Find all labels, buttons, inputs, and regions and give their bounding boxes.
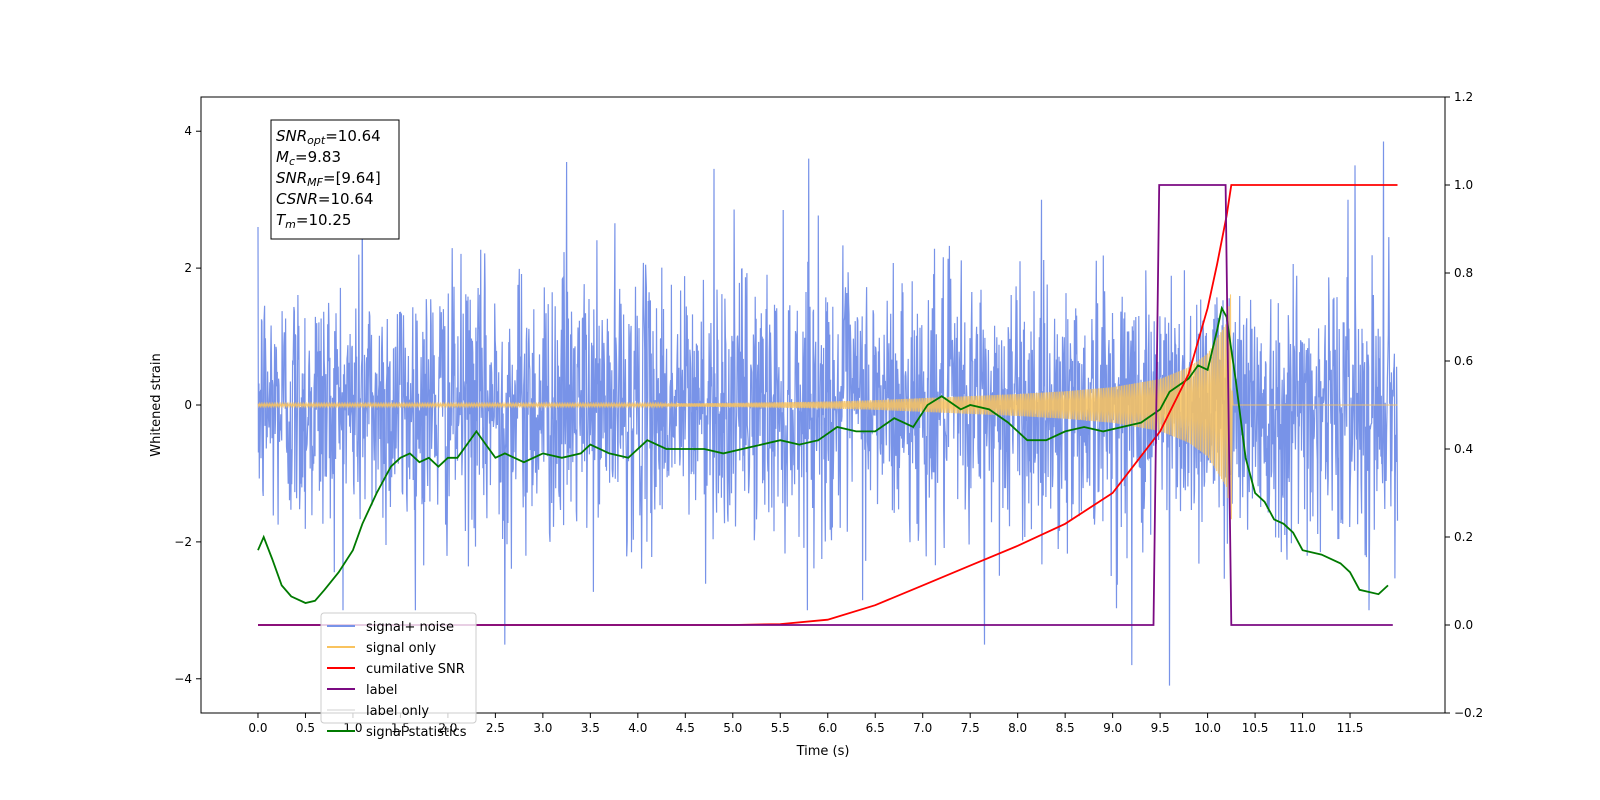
legend-label: signal statistics [366, 725, 467, 740]
x-tick-label: 3.5 [581, 721, 600, 735]
y-tick-label: 0 [184, 398, 192, 412]
x-tick-label: 9.0 [1103, 721, 1122, 735]
annotation-box: SNRopt=10.64Mc=9.83SNRMF=[9.64]CSNR=10.6… [270, 119, 400, 240]
series-label [258, 184, 1393, 626]
y2-tick-label: 0.2 [1454, 530, 1473, 544]
x-tick-label: 11.0 [1289, 721, 1316, 735]
x-tick-label: 7.5 [961, 721, 980, 735]
x-tick-label: 8.5 [1056, 721, 1075, 735]
x-tick-label: 6.0 [818, 721, 837, 735]
y2-tick-label: 1.2 [1454, 90, 1473, 104]
x-axis-label: Time (s) [796, 744, 850, 759]
x-tick-label: 0.0 [248, 721, 267, 735]
x-tick-label: 9.5 [1151, 721, 1170, 735]
x-tick-label: 4.0 [628, 721, 647, 735]
y2-tick-label: −0.2 [1454, 706, 1483, 720]
legend-label: signal+ noise [366, 620, 454, 635]
y-tick-label: −2 [174, 535, 192, 549]
y2-tick-label: 0.8 [1454, 266, 1473, 280]
annotation-line: Mc=9.83 [276, 148, 341, 168]
y2-tick-label: 1.0 [1454, 178, 1473, 192]
x-tick-label: 7.0 [913, 721, 932, 735]
annotation-line: SNRMF=[9.64] [276, 169, 381, 189]
y-tick-label: 2 [184, 261, 192, 275]
y2-tick-label: 0.0 [1454, 618, 1473, 632]
y-axis-label: Whitened strain [149, 353, 164, 456]
x-tick-label: 4.5 [676, 721, 695, 735]
x-tick-label: 1.5 [391, 721, 410, 735]
x-tick-label: 2.5 [486, 721, 505, 735]
x-tick-label: 11.5 [1337, 721, 1364, 735]
legend-label: label [366, 683, 397, 698]
x-tick-label: 10.5 [1242, 721, 1269, 735]
y-axis-right: −0.2 0.0 0.2 0.4 0.6 0.8 1.0 1.2 [1445, 90, 1483, 720]
annotation-frame [270, 119, 400, 240]
legend-label: signal only [366, 641, 436, 656]
legend-label: cumilative SNR [366, 662, 465, 677]
x-tick-label: 5.5 [771, 721, 790, 735]
legend-label: label only [366, 704, 429, 719]
legend: signal+ noise signal only cumilative SNR la… [320, 612, 477, 740]
x-tick-label: 8.0 [1008, 721, 1027, 735]
x-tick-label: 6.5 [866, 721, 885, 735]
legend-frame [320, 612, 477, 724]
series-signal-statistics [257, 305, 1389, 604]
y-tick-label: 4 [184, 124, 192, 138]
x-tick-label: 10.0 [1194, 721, 1221, 735]
x-tick-label: 2.0 [438, 721, 457, 735]
plot-area [257, 141, 1399, 686]
annotation-line: Tm=10.25 [276, 211, 351, 231]
y-axis-left: −4 −2 0 2 4 [174, 124, 201, 686]
annotation-line: SNRopt=10.64 [276, 127, 381, 147]
annotation-line: CSNR=10.64 [276, 190, 373, 208]
y2-tick-label: 0.4 [1454, 442, 1473, 456]
y-tick-label: −4 [174, 672, 192, 686]
x-tick-label: 3.0 [533, 721, 552, 735]
x-tick-label: 5.0 [723, 721, 742, 735]
y2-tick-label: 0.6 [1454, 354, 1473, 368]
x-tick-label: 0.5 [296, 721, 315, 735]
